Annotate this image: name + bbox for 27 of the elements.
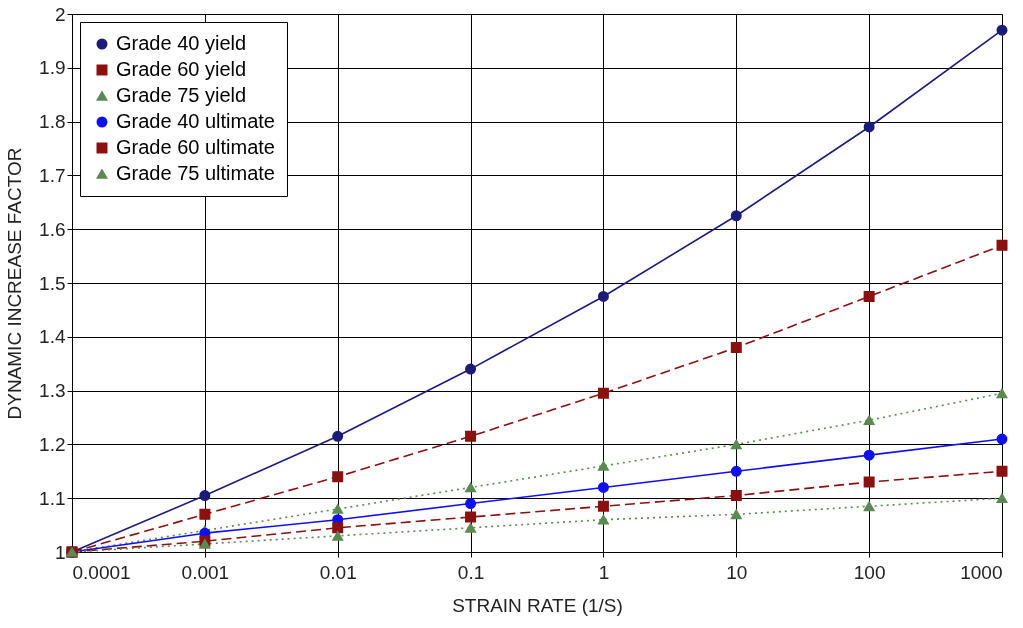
y-tick-label: 1.1 [39, 487, 66, 509]
y-tick-label: 2 [54, 3, 66, 25]
y-tick-label: 1.8 [39, 111, 66, 133]
x-tick-label: 100 [853, 561, 886, 583]
legend-label: Grade 75 ultimate [116, 162, 275, 184]
x-tick-label: 0.1 [457, 561, 485, 583]
y-tick-label: 1 [54, 541, 66, 563]
y-axis-title: DYNAMIC INCREASE FACTOR [4, 147, 26, 420]
y-tick-label: 1.7 [39, 164, 66, 186]
y-tick-label: 1.9 [39, 57, 66, 79]
x-tick-label: 1000 [960, 561, 1003, 583]
legend-label: Grade 75 yield [116, 84, 247, 106]
legend-label: Grade 60 ultimate [116, 136, 275, 158]
legend-label: Grade 40 ultimate [116, 110, 275, 132]
y-tick-label: 1.6 [39, 218, 66, 240]
y-tick-label: 1.4 [39, 326, 66, 348]
x-tick-label: 0.001 [181, 561, 230, 583]
x-tick-label: 0.01 [319, 561, 357, 583]
y-tick-label: 1.3 [39, 380, 66, 402]
x-tick-label: 0.0001 [72, 561, 131, 583]
legend-label: Grade 40 yield [116, 32, 247, 54]
x-tick-label: 10 [726, 561, 748, 583]
x-tick-label: 1 [598, 561, 610, 583]
x-axis-title: STRAIN RATE (1/S) [452, 594, 623, 616]
y-tick-label: 1.2 [39, 433, 66, 455]
legend-label: Grade 60 yield [116, 58, 247, 80]
y-tick-label: 1.5 [39, 272, 66, 294]
